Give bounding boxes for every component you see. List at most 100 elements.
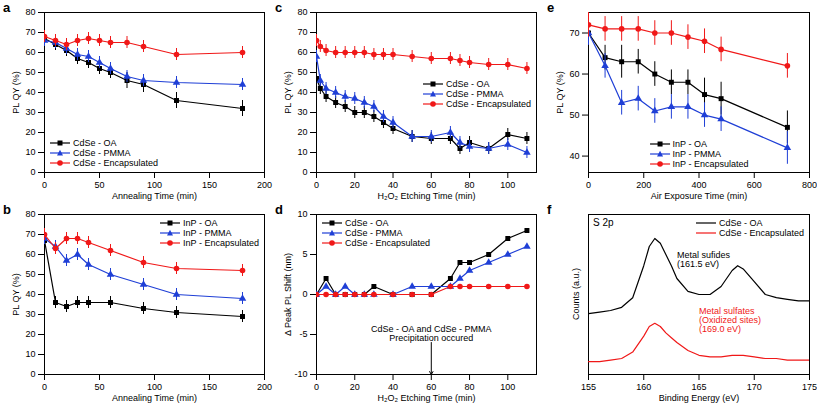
svg-text:40: 40: [297, 87, 307, 97]
svg-text:0: 0: [302, 167, 307, 177]
svg-text:0: 0: [42, 382, 47, 392]
svg-text:80: 80: [465, 382, 475, 392]
svg-text:170: 170: [747, 382, 762, 392]
svg-text:50: 50: [25, 67, 35, 77]
svg-text:60: 60: [426, 180, 436, 190]
html-text:InP - Encapsulated: InP - Encapsulated: [672, 159, 749, 169]
html-text:CdSe - Encapsulated: CdSe - Encapsulated: [345, 238, 431, 248]
svg-text:Annealing Time (min): Annealing Time (min): [112, 191, 197, 201]
svg-text:0: 0: [586, 180, 591, 190]
svg-text:Δ Peak PL Shift (nm): Δ Peak PL Shift (nm): [283, 253, 293, 336]
svg-text:CdSe - OA and CdSe - PMMAPreci: CdSe - OA and CdSe - PMMAPrecipitation o…: [371, 324, 492, 343]
svg-text:165: 165: [691, 382, 706, 392]
svg-text:150: 150: [202, 180, 217, 190]
svg-text:100: 100: [147, 180, 162, 190]
svg-text:30: 30: [25, 107, 35, 117]
svg-text:PL QY (%): PL QY (%): [11, 273, 21, 316]
svg-text:175: 175: [802, 382, 817, 392]
svg-text:200: 200: [257, 382, 272, 392]
svg-text:70: 70: [25, 27, 35, 37]
html-text:CdSe - OA: CdSe - OA: [445, 79, 490, 89]
svg-text:PL QY (%): PL QY (%): [283, 71, 293, 114]
svg-text:-10: -10: [294, 369, 307, 379]
svg-text:100: 100: [147, 382, 162, 392]
svg-text:10: 10: [297, 209, 307, 219]
svg-text:50: 50: [25, 269, 35, 279]
svg-text:30: 30: [25, 309, 35, 319]
svg-text:5: 5: [302, 249, 307, 259]
svg-text:70: 70: [25, 229, 35, 239]
svg-text:0: 0: [314, 180, 319, 190]
svg-text:400: 400: [691, 180, 706, 190]
html-text:InP - OA: InP - OA: [672, 139, 707, 149]
html-text:InP - PMMA: InP - PMMA: [672, 149, 721, 159]
svg-text:70: 70: [569, 28, 579, 38]
svg-text:80: 80: [465, 180, 475, 190]
svg-text:40: 40: [25, 87, 35, 97]
svg-text:10: 10: [25, 147, 35, 157]
svg-text:30: 30: [297, 107, 307, 117]
html-text:CdSe - PMMA: CdSe - PMMA: [445, 89, 504, 99]
svg-text:80: 80: [25, 7, 35, 17]
svg-text:60: 60: [569, 69, 579, 79]
html-text:InP - PMMA: InP - PMMA: [183, 228, 232, 238]
html-text:CdSe - PMMA: CdSe - PMMA: [345, 228, 403, 238]
svg-text:20: 20: [297, 127, 307, 137]
svg-text:PL QY (%): PL QY (%): [11, 71, 21, 114]
svg-text:100: 100: [500, 180, 515, 190]
svg-text:20: 20: [350, 180, 360, 190]
svg-text:H₂O₂ Etching Time (min): H₂O₂ Etching Time (min): [377, 191, 475, 201]
svg-text:800: 800: [802, 180, 817, 190]
html-text:S 2p: S 2p: [593, 217, 614, 228]
svg-text:10: 10: [297, 147, 307, 157]
html-text:CdSe - OA: CdSe - OA: [718, 218, 763, 228]
svg-text:600: 600: [747, 180, 762, 190]
svg-text:40: 40: [569, 151, 579, 161]
svg-text:50: 50: [297, 67, 307, 77]
svg-text:10: 10: [25, 349, 35, 359]
svg-text:40: 40: [25, 289, 35, 299]
svg-text:80: 80: [297, 7, 307, 17]
svg-text:0: 0: [314, 382, 319, 392]
svg-text:50: 50: [94, 382, 104, 392]
svg-text:20: 20: [25, 127, 35, 137]
svg-text:60: 60: [25, 47, 35, 57]
svg-text:200: 200: [636, 180, 651, 190]
svg-text:Air Exposure Time (min): Air Exposure Time (min): [651, 191, 748, 201]
svg-text:0: 0: [302, 289, 307, 299]
svg-text:Annealing Time (min): Annealing Time (min): [112, 393, 197, 403]
svg-text:20: 20: [350, 382, 360, 392]
svg-text:40: 40: [388, 382, 398, 392]
html-text:InP - Encapsulated: InP - Encapsulated: [183, 238, 259, 248]
html-text:CdSe - OA: CdSe - OA: [73, 138, 117, 148]
html-text:CdSe - Encapsulated: CdSe - Encapsulated: [445, 99, 531, 109]
html-text:InP - OA: InP - OA: [183, 218, 218, 228]
svg-text:160: 160: [636, 382, 651, 392]
svg-text:70: 70: [297, 27, 307, 37]
svg-text:60: 60: [426, 382, 436, 392]
html-text:CdSe - Encapsulated: CdSe - Encapsulated: [73, 158, 159, 168]
svg-text:80: 80: [25, 209, 35, 219]
html-text:CdSe - OA: CdSe - OA: [345, 218, 389, 228]
svg-text:60: 60: [297, 47, 307, 57]
svg-text:-5: -5: [299, 329, 307, 339]
svg-text:50: 50: [94, 180, 104, 190]
svg-text:Binding Energy (eV): Binding Energy (eV): [659, 393, 740, 403]
svg-text:20: 20: [25, 329, 35, 339]
svg-text:H₂O₂ Etching Time (min): H₂O₂ Etching Time (min): [377, 393, 475, 403]
svg-text:50: 50: [569, 110, 579, 120]
svg-text:0: 0: [30, 167, 35, 177]
svg-text:155: 155: [581, 382, 596, 392]
svg-text:0: 0: [42, 180, 47, 190]
svg-text:60: 60: [25, 249, 35, 259]
html-text:Counts (a.u.): Counts (a.u.): [571, 268, 581, 320]
svg-text:40: 40: [388, 180, 398, 190]
svg-text:Metal sulfates(Oxidized sites): Metal sulfates(Oxidized sites)(169.0 eV): [699, 306, 761, 334]
svg-text:0: 0: [30, 369, 35, 379]
html-text:CdSe - PMMA: CdSe - PMMA: [73, 148, 131, 158]
svg-text:Metal sufides(161.5 eV): Metal sufides(161.5 eV): [677, 250, 731, 269]
svg-text:PL QY (%): PL QY (%): [555, 71, 565, 114]
svg-text:200: 200: [257, 180, 272, 190]
svg-text:100: 100: [500, 382, 515, 392]
svg-text:150: 150: [202, 382, 217, 392]
